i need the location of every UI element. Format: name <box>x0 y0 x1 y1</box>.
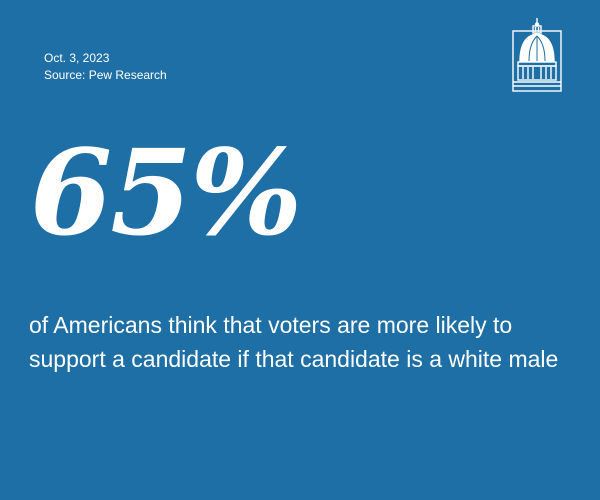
source-label: Source: Pew Research <box>44 68 167 82</box>
date-label: Oct. 3, 2023 <box>44 51 110 65</box>
meta-info: Oct. 3, 2023 Source: Pew Research <box>44 50 167 84</box>
stat-statement: of Americans think that voters are more … <box>29 312 559 372</box>
headline-stat: 65% <box>30 123 302 262</box>
capitol-dome-icon <box>510 16 564 94</box>
